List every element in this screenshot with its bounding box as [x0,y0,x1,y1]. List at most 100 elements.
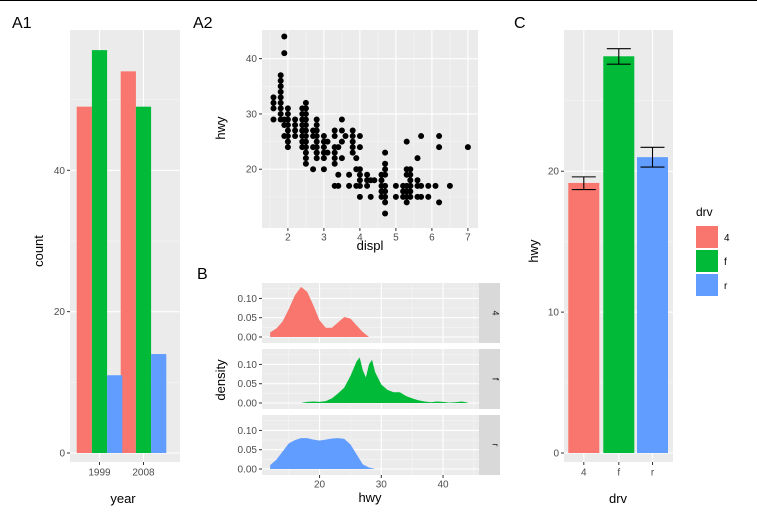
data-point [292,122,299,128]
data-point [284,138,291,145]
data-point [364,171,371,178]
x-axis-title: displ [357,238,384,253]
tick-label: 40 [437,480,449,491]
data-point [356,171,363,178]
data-point [407,193,414,200]
data-point [418,182,425,189]
data-point [302,116,309,123]
data-point [320,133,327,140]
y-axis-title: hwy [213,116,228,140]
data-point [356,182,363,189]
data-point [382,160,389,167]
tick-label: 0 [553,449,559,460]
data-point [320,166,327,173]
data-point [331,133,338,140]
data-point [281,50,288,57]
data-point [313,144,320,151]
data-point [356,177,363,184]
facet-strip [479,283,500,343]
data-point [418,133,425,140]
data-point [277,72,284,79]
data-point [270,105,277,112]
data-point [382,182,389,189]
data-point [392,193,399,200]
panel-tag-c: C [514,15,526,32]
data-point [346,182,353,189]
data-point [313,127,320,134]
data-point [364,182,371,189]
data-point [407,171,414,178]
data-point [313,149,320,156]
data-point [418,193,425,200]
data-point [382,166,389,173]
data-point [407,166,414,173]
panel-tag-a2: A2 [193,15,213,32]
tick-label: 0.05 [238,379,258,390]
data-point [320,155,327,162]
chart-a1-year-count: 0 20 40 1999 2008 year count [31,30,180,506]
data-point [425,193,432,200]
tick-label: 30 [246,109,258,120]
data-point [342,133,349,140]
data-point [403,138,410,145]
y-axis-title: density [213,359,228,401]
tick-label: 40 [246,54,258,65]
bar [76,106,92,453]
density-area-f [301,357,468,403]
data-point [313,122,320,128]
bar [151,354,167,453]
x-axis-title: year [110,491,136,506]
data-point [299,127,306,134]
data-point [313,138,320,145]
tick-label: 6 [429,233,435,244]
bar [637,157,668,454]
density-area-4 [270,286,369,337]
data-point [335,144,342,151]
data-point [382,188,389,195]
data-point [277,105,284,112]
data-point [436,133,443,140]
data-point [378,171,385,178]
data-point [320,144,327,151]
x-axis-title: hwy [358,490,382,505]
chart-b-density-facets: 4 0.00 0.05 0.10 f 0.00 0.05 0.10 r 0.00 0.05 0.10 2… [213,283,501,505]
data-point [302,110,309,117]
data-point [284,122,291,128]
data-point [464,144,471,151]
data-point [331,127,338,134]
data-point [302,122,309,128]
data-point [407,188,414,195]
data-point [382,193,389,200]
data-point [324,138,331,145]
data-point [349,149,356,156]
facet-strip [479,415,500,475]
tick-label: 0.10 [238,426,258,437]
legend-title: drv [696,205,713,219]
data-point [349,144,356,151]
tick-label: 0.10 [238,360,258,371]
tick-label: 7 [465,233,471,244]
tick-label: 4 [581,468,587,479]
data-point [320,149,327,156]
data-point [277,83,284,90]
data-point [277,77,284,84]
tick-label: 20 [314,480,326,491]
tick-label: 0.10 [238,294,258,305]
chart-a2-displ-hwy: 2 3 4 5 6 7 20 30 40 displ hwy [213,30,478,253]
data-point [335,182,342,189]
data-point [436,199,443,206]
data-point [313,155,320,162]
data-point [414,155,421,162]
density-area-r [270,438,376,469]
data-point [407,177,414,184]
data-point [331,155,338,162]
data-point [392,182,399,189]
data-point [331,149,338,156]
tick-label: 0.00 [238,333,258,344]
tick-label: 2 [285,233,291,244]
data-point [407,182,414,189]
bar [603,56,635,453]
data-point [292,127,299,134]
data-point [346,171,353,178]
data-point [302,133,309,140]
